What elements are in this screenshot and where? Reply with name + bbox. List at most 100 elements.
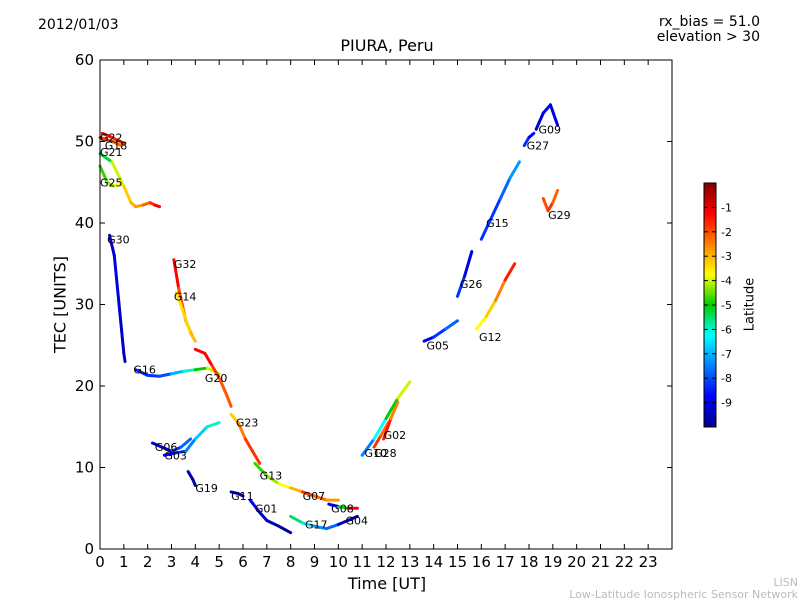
satellite-label: G26 — [460, 278, 483, 291]
series-segment — [336, 518, 350, 527]
satellite-label: G05 — [427, 339, 450, 352]
series-segment — [210, 364, 221, 380]
series-segment — [527, 131, 536, 139]
series-G32 — [172, 258, 195, 339]
x-tick-label: 19 — [543, 553, 562, 571]
network-short-label: LISN — [773, 576, 798, 589]
series-G20 — [193, 347, 233, 408]
colorbar-label: Latitude — [742, 277, 758, 332]
series-G12 — [475, 262, 517, 331]
series-segment — [389, 400, 400, 421]
series-segment — [289, 486, 305, 494]
series-segment — [444, 319, 459, 331]
series-segment — [146, 373, 162, 378]
satellite-label: G22 — [100, 131, 123, 144]
series-segment — [141, 201, 152, 207]
series-segment — [193, 347, 207, 355]
series-segment — [186, 470, 195, 482]
series-segment — [324, 523, 340, 531]
x-tick-label: 16 — [472, 553, 491, 571]
y-tick-label: 50 — [75, 133, 94, 151]
series-segment — [475, 315, 488, 331]
series-segment — [162, 451, 178, 457]
series-G13 — [253, 461, 305, 494]
series-segment — [551, 188, 560, 205]
x-tick-label: 1 — [119, 553, 129, 571]
x-tick-label: 21 — [591, 553, 610, 571]
y-axis-label: TEC [UNITS] — [50, 256, 70, 353]
x-tick-label: 0 — [95, 553, 105, 571]
series-segment — [422, 335, 436, 343]
series-segment — [229, 490, 240, 496]
satellite-label: G12 — [479, 331, 502, 344]
series-G05 — [422, 319, 459, 343]
series-segment — [112, 182, 121, 188]
series-G18 — [100, 131, 126, 145]
series-segment — [153, 203, 162, 209]
x-tick-label: 5 — [214, 553, 224, 571]
series-segment — [546, 201, 555, 213]
satellite-label: G17 — [305, 519, 328, 532]
satellite-label: G30 — [107, 233, 130, 246]
series-G16 — [134, 366, 221, 378]
x-tick-label: 14 — [424, 553, 443, 571]
series-segment — [313, 494, 328, 502]
series-segment — [181, 368, 197, 373]
series-segment — [479, 217, 493, 241]
series-segment — [117, 303, 126, 355]
series-G14 — [174, 290, 197, 343]
series-segment — [174, 290, 185, 315]
series-segment — [172, 258, 181, 290]
satellite-label: G21 — [100, 146, 123, 159]
x-tick-label: 22 — [615, 553, 634, 571]
series-segment — [336, 505, 350, 510]
y-tick-label: 60 — [75, 51, 94, 69]
y-tick-label: 0 — [84, 540, 94, 558]
series-segment — [382, 417, 393, 441]
series-segment — [384, 396, 400, 421]
series-segment — [193, 425, 209, 441]
series-segment — [503, 262, 517, 282]
x-tick-label: 2 — [143, 553, 153, 571]
series-segment — [372, 433, 383, 449]
series-segment — [379, 421, 390, 437]
series-segment — [396, 380, 412, 400]
series-segment — [129, 201, 138, 209]
series-segment — [184, 319, 195, 339]
series-segment — [110, 140, 123, 148]
series-segment — [191, 478, 197, 487]
series-G10 — [360, 380, 412, 457]
series-segment — [301, 521, 316, 528]
series-segment — [360, 437, 376, 457]
satellite-label: G02 — [384, 429, 407, 442]
satellite-label: G10 — [365, 447, 388, 460]
x-tick-label: 17 — [496, 553, 515, 571]
series-segment — [253, 461, 269, 478]
series-segment — [522, 135, 531, 148]
series-segment — [258, 510, 269, 522]
series-segment — [217, 376, 228, 396]
x-tick-label: 7 — [262, 553, 272, 571]
satellite-label: G01 — [255, 502, 278, 515]
series-G04 — [336, 514, 359, 527]
series-G23 — [229, 413, 262, 465]
series-G26 — [456, 250, 474, 298]
series-segment — [484, 298, 498, 319]
series-segment — [189, 331, 197, 343]
satellite-label: G29 — [548, 209, 571, 222]
series-segment — [150, 441, 164, 449]
chart-title: PIURA, Peru — [340, 36, 434, 55]
series-G01 — [248, 498, 293, 535]
y-tick-label: 40 — [75, 214, 94, 232]
x-tick-label: 13 — [400, 553, 419, 571]
series-segment — [112, 254, 121, 306]
series-segment — [508, 160, 521, 180]
satellite-label: G32 — [174, 258, 197, 271]
series-G29 — [541, 188, 560, 213]
satellite-label: G20 — [205, 372, 228, 385]
series-segment — [372, 417, 388, 441]
series-segment — [277, 524, 293, 535]
series-segment — [110, 135, 126, 145]
satellite-label: G06 — [155, 441, 178, 454]
series-segment — [432, 327, 448, 339]
